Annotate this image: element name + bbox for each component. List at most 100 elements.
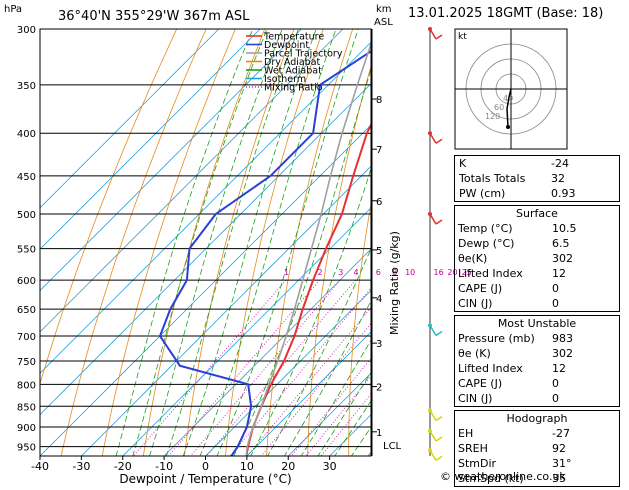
km-label: km [376,4,392,15]
most-unstable-value: 302 [552,347,573,360]
hodograph-label: StmSpd (kt) [458,472,524,485]
most-unstable-label: Pressure (mb) [458,332,535,345]
most-unstable-row: CIN (J) 0 [455,391,619,406]
wind-barb-dot [428,429,432,434]
most-unstable-title: Most Unstable [497,317,577,330]
pressure-tick-label: 350 [17,81,36,92]
wet-adiabat-line [165,29,299,456]
footer-credit: © weatheronline.co.uk [440,470,566,483]
x-axis-title: Dewpoint / Temperature (°C) [119,472,291,486]
wet-adiabat-line [199,29,337,456]
index-row: K -24 [455,156,619,171]
mixing-ratio-label: 16 [434,268,444,277]
hodograph-storm-point [506,125,510,129]
mixing-ratio-label: 20 [447,268,457,277]
pressure-tick-label: 950 [17,443,36,454]
x-tick-label: -40 [31,460,49,473]
legend-entry: Temperature [263,32,324,43]
surface-label: CAPE (J) [458,282,503,295]
x-tick-label: -10 [155,460,173,473]
index-value: 0.93 [551,187,576,200]
hodograph-label: EH [458,427,474,440]
mixing-ratio-line [246,306,371,456]
pressure-tick-label: 300 [17,25,36,36]
legend-entry: Dewpoint [264,40,309,51]
hpa-label: hPa [4,4,22,15]
pressure-tick-label: 800 [17,380,36,391]
mixing-ratio-line [260,322,371,456]
km-tick-label: 5 [376,246,382,257]
x-tick-label: -20 [114,460,132,473]
surface-row: θe(K) 302 [455,251,619,266]
isotherm-line [80,165,371,456]
isotherm-line [163,248,371,456]
surface-label: Lifted Index [458,267,523,280]
wind-barb-dot [428,448,432,453]
pressure-tick-label: 900 [17,423,36,434]
isotherm-line [40,83,371,416]
dry-adiabat-line [307,64,371,456]
surface-label: Dewp (°C) [458,237,515,250]
pressure-tick-label: 750 [17,357,36,368]
pressure-tick-label: 400 [17,129,36,140]
legend-entry: Parcel Trajectory [264,49,343,60]
hodograph-label: SREH [458,442,488,455]
surface-value: 12 [552,267,566,280]
most-unstable-value: 0 [552,377,559,390]
mixing-ratio-line [189,279,341,456]
mixing-ratio-line [305,375,371,456]
most-unstable-label: θe (K) [458,347,491,360]
wet-adiabat-line [132,29,268,456]
isotherm-line [40,41,371,374]
hodograph-row: StmSpd (kt) 35 [455,471,619,486]
pressure-tick-label: 550 [17,245,36,256]
mixing-ratio-label: 6 [376,268,381,277]
pressure-tick-label: 600 [17,276,36,287]
wind-barb-flag [435,330,443,337]
indices-panel: K -24 Totals Totals 32 PW (cm) 0.93 Surface T… [454,155,620,490]
mixing-ratio-axis-title: Mixing Ratio (g/kg) [388,231,401,335]
hodograph-value: -27 [552,427,570,440]
pressure-tick-label: 650 [17,305,36,316]
pressure-tick-label: 700 [17,332,36,343]
mixing-ratio-line [132,279,287,456]
isotherm-line [246,331,371,456]
pressure-tick-label: 450 [17,172,36,183]
mixing-ratio-label: 1 [284,268,289,277]
surface-label: θe(K) [458,252,488,265]
km-tick-label: 1 [376,428,382,439]
wet-adiabat-line [115,29,254,456]
surface-label: CIN (J) [458,297,493,310]
wind-barb-dot [428,408,432,413]
wind-barb-flag [435,455,443,462]
index-row: Totals Totals 32 [455,171,619,186]
surface-row: Lifted Index 12 [455,266,619,281]
isotherm-line [40,29,220,209]
mixing-ratio-label: 8 [392,268,397,277]
most-unstable-value: 12 [552,362,566,375]
mixing-ratio-label: 3 [338,268,343,277]
dry-adiabat-line [60,29,207,456]
most-unstable-row: CAPE (J) 0 [455,376,619,391]
x-tick-label: 20 [281,460,295,473]
surface-value: 10.5 [552,222,577,235]
wind-barb-flag [435,138,443,144]
most-unstable-label: CIN (J) [458,392,493,405]
wind-barb-dot [428,131,432,136]
surface-value: 6.5 [552,237,570,250]
most-unstable-label: Lifted Index [458,362,523,375]
wind-barb-dot [428,27,432,31]
km-tick-label: 3 [376,339,382,350]
hodograph-row: StmDir 31° [455,456,619,471]
surface-value: 0 [552,282,559,295]
surface-value: 302 [552,252,573,265]
datetime-label: 13.01.2025 18GMT (Base: 18) [408,6,604,21]
hodograph-unit: kt [458,32,467,42]
km-tick-label: 4 [376,294,382,305]
most-unstable-row: Lifted Index 12 [455,361,619,376]
series-parcel-trajectory [245,41,371,456]
isotherm-line [40,124,371,456]
mixing-ratio-line [206,279,356,456]
legend-entry: Wet Adiabat [264,66,322,77]
